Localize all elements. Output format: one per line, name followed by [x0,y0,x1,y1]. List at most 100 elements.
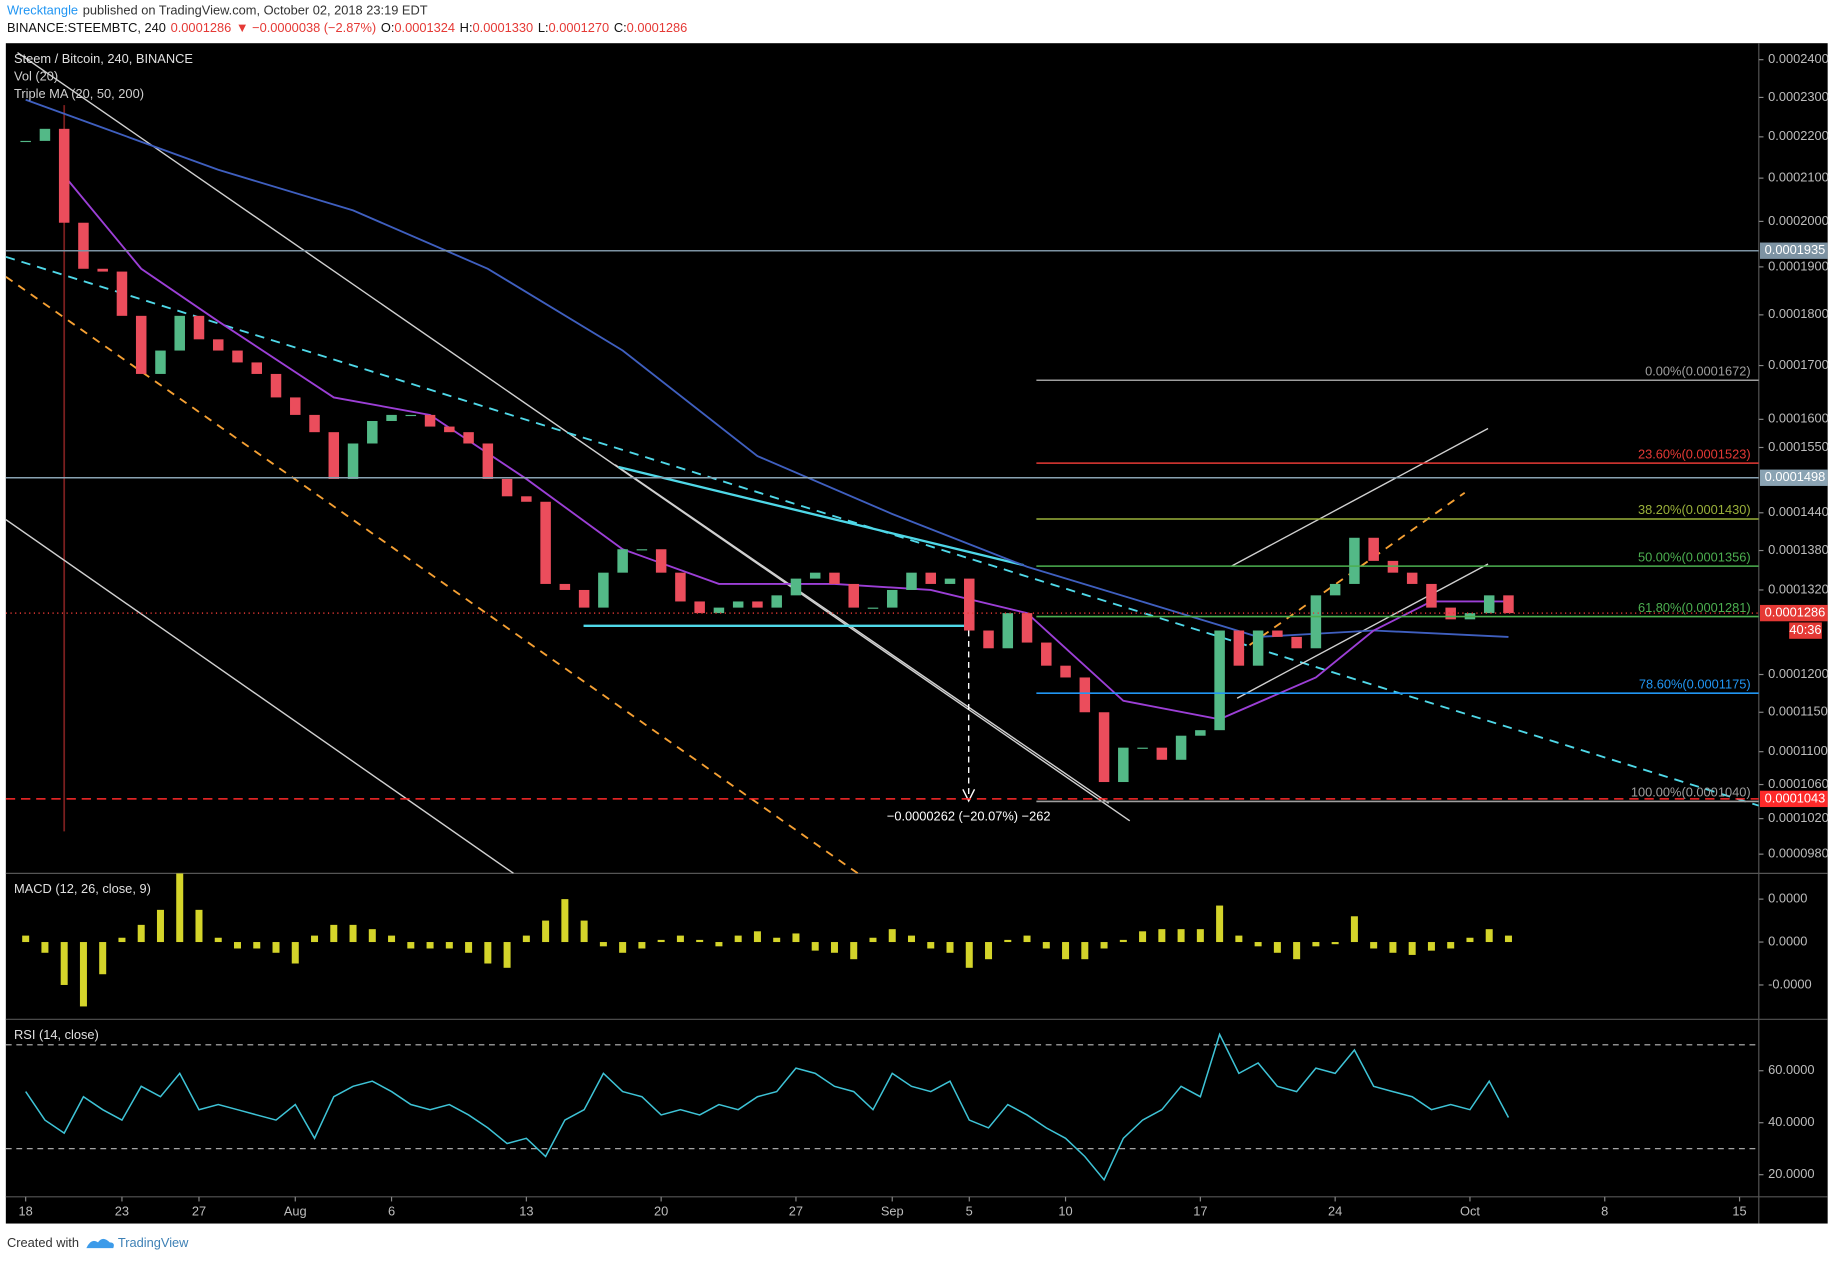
histogram-bar [426,942,434,949]
candle [1041,642,1052,666]
candle [655,549,667,573]
y-tick-label: 0.0002000 [1768,213,1829,228]
price-label: 0.0001286 [1765,604,1826,619]
price-label-box [1759,790,1828,808]
price-label-box [1759,604,1828,622]
histogram-bar [214,937,222,943]
x-tick-label: 10 [1058,1203,1072,1218]
histogram-bar [1427,942,1435,951]
candle [1483,595,1495,614]
panel-title: MACD (12, 26, close, 9) [14,881,151,896]
y-tick-label: 0.0001150 [1768,704,1828,719]
histogram-bar [638,942,646,949]
brand-logo[interactable] [86,1238,114,1249]
histogram-bar [1004,939,1012,943]
histogram-bar [99,942,107,975]
candle [521,496,532,502]
y-tick-label: 20.0000 [1768,1166,1814,1181]
candle [906,572,917,590]
candle [501,478,513,497]
histogram-bar [1100,942,1108,949]
candle [1291,636,1302,649]
histogram-bar [1177,929,1185,943]
x-tick-label: 8 [1601,1203,1608,1218]
candle [251,362,263,374]
candle [193,315,205,340]
candle [116,271,128,316]
candle [232,350,243,363]
candle [540,501,551,584]
histogram-bar [1350,916,1358,943]
candle [790,578,802,596]
price-label: 0.0001498 [1765,469,1826,484]
candle [367,420,378,444]
histogram-bar [676,935,684,943]
candle [944,578,956,584]
histogram-bar [1408,942,1416,955]
y-tick-label: 0.0001320 [1768,581,1829,596]
histogram-bar [696,939,704,943]
histogram-bar [41,942,49,953]
y-tick-label: 0.0002200 [1768,128,1829,143]
price-label-box [1759,242,1828,259]
candle [328,432,340,479]
price-label: 0.0001935 [1765,242,1826,257]
histogram-bar [599,942,607,947]
trend-line [5,519,514,874]
histogram-bar [22,935,30,943]
x-tick-label: 23 [115,1203,129,1218]
countdown: 40:36 [1789,622,1821,637]
y-tick-label: 0.0001200 [1768,666,1829,681]
histogram-bar [1466,937,1474,943]
brand-link[interactable]: TradingView [118,1235,189,1250]
y-tick-label: 0.0001060 [1768,776,1829,791]
histogram-bar [195,909,203,943]
histogram-bar [1196,929,1204,943]
footer-text: Created with [7,1235,79,1250]
histogram-bar [60,942,68,985]
candle [347,443,359,479]
candle [598,572,609,608]
chart-background [5,43,1828,1224]
histogram-bar [137,924,145,943]
y-tick-label: 0.0000980 [1768,846,1829,861]
panel [5,1032,1759,1182]
y-tick-label: 0.0002400 [1768,51,1829,66]
histogram-bar [272,942,280,953]
histogram-bar [580,920,588,943]
histogram-bar [1331,942,1339,945]
candle [174,315,185,351]
histogram-bar [368,929,376,943]
candle [1137,747,1148,749]
histogram-bar [946,942,954,953]
x-tick-label: 13 [519,1203,533,1218]
candle [771,595,782,608]
y-tick-label: 0.0001800 [1768,306,1829,321]
x-tick-label: 20 [654,1203,668,1218]
candle [617,549,628,573]
histogram-bar [1139,931,1147,943]
histogram-bar [445,942,453,949]
x-tick-label: 17 [1193,1203,1207,1218]
candle [1426,583,1437,608]
indicator-line [25,1032,1510,1182]
histogram-bar [734,935,742,943]
histogram-bar [1389,942,1397,953]
candle [1002,613,1014,649]
candle [482,443,494,479]
panel-title: Steem / Bitcoin, 240, BINANCE [14,51,193,66]
histogram-bar [465,942,473,953]
histogram-bar [869,937,877,943]
candle [713,607,725,614]
indicator-legend: Triple MA (20, 50, 200) [14,86,144,101]
histogram-bar [927,942,935,949]
candle [752,601,763,608]
candle [135,315,147,374]
histogram-bar [965,942,973,968]
histogram-bar [1216,905,1224,943]
author[interactable]: Wrecktangle [7,3,78,18]
y-tick-label: 0.0001020 [1768,810,1829,825]
histogram-bar [753,931,761,943]
candle [405,414,417,417]
